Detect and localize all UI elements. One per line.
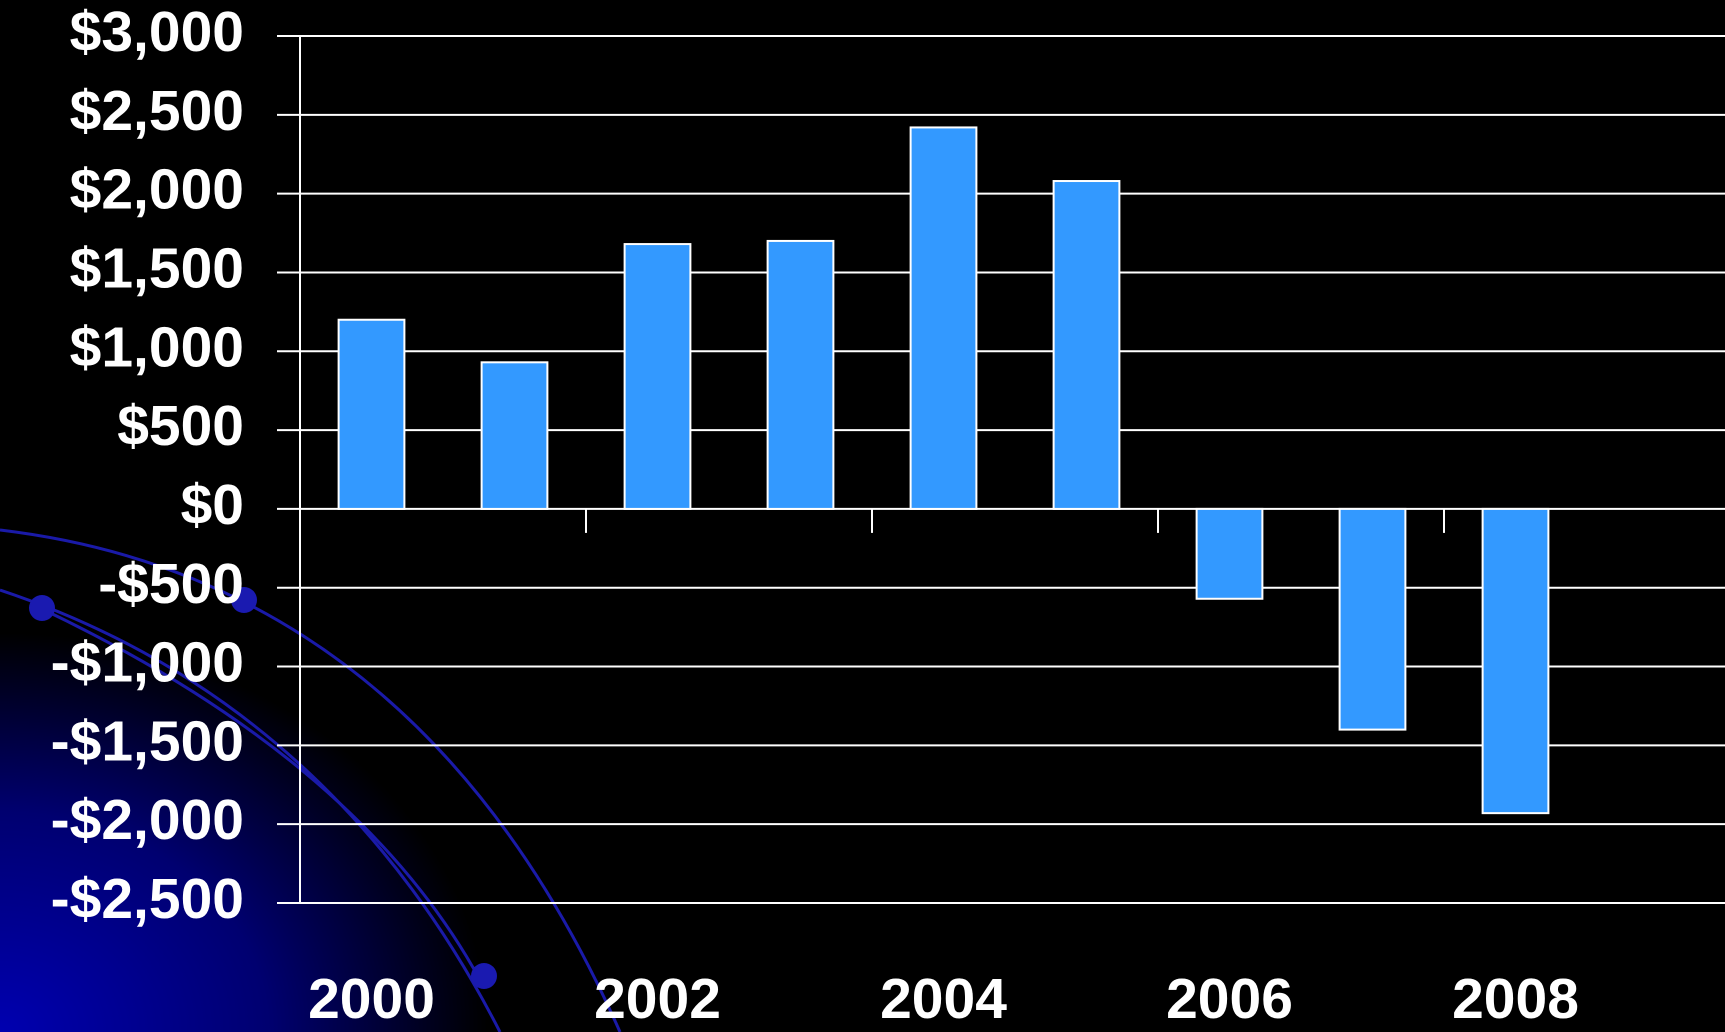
bar — [766, 239, 835, 510]
y-tick-label: $3,000 — [70, 0, 244, 64]
y-tick-label: $1,000 — [70, 315, 244, 379]
plot-area: -$2,500 -$2,000 -$1,500 -$1,000 -$500 $0 $500 $… — [51, 0, 1725, 1031]
y-tick-label: $500 — [117, 394, 244, 458]
bar — [1195, 507, 1264, 600]
bar — [1481, 507, 1550, 815]
x-tick-label: 2002 — [594, 967, 721, 1031]
y-tick-label: -$2,500 — [51, 867, 244, 931]
y-tick-label: $0 — [181, 473, 244, 537]
y-tick-label: $2,000 — [70, 158, 244, 222]
x-tick-label: 2004 — [880, 967, 1007, 1031]
y-tick-label: -$1,500 — [51, 709, 244, 773]
x-tick-label: 2006 — [1166, 967, 1293, 1031]
y-tick-label: -$2,000 — [51, 788, 244, 852]
bar — [1338, 507, 1407, 731]
bar — [909, 126, 978, 510]
decoration-arcs — [0, 528, 622, 1032]
decoration-dots — [29, 587, 497, 989]
bar — [337, 318, 406, 510]
y-tick-label: -$1,000 — [51, 631, 244, 695]
y-tick-label: $1,500 — [70, 237, 244, 301]
x-tick-label: 2000 — [308, 967, 435, 1031]
x-tick-label: 2008 — [1452, 967, 1579, 1031]
bar — [480, 361, 549, 510]
y-tick-label: -$500 — [98, 552, 244, 616]
y-tick-label: $2,500 — [70, 79, 244, 143]
bar — [623, 243, 692, 510]
bar — [1052, 180, 1121, 510]
